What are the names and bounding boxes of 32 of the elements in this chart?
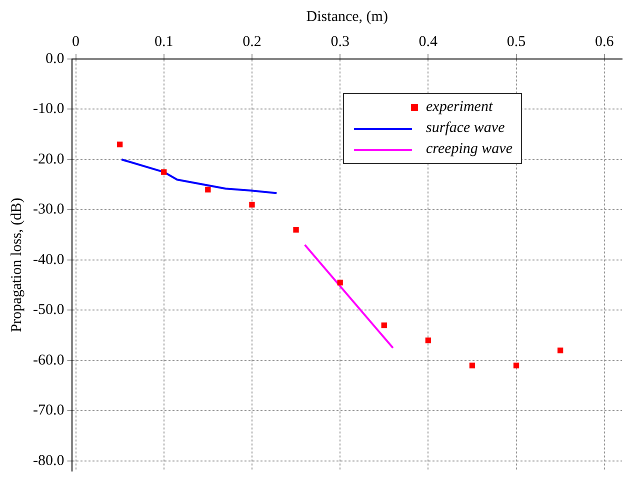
x-tick-label: 0.3 bbox=[330, 34, 350, 50]
x-axis-title: Distance, (m) bbox=[306, 8, 388, 25]
point bbox=[558, 348, 564, 354]
point bbox=[293, 227, 299, 233]
y-tick-label: -50.0 bbox=[32, 302, 64, 318]
point bbox=[116, 142, 123, 148]
point bbox=[205, 186, 211, 192]
y-tick-label: -10.0 bbox=[32, 101, 64, 118]
point bbox=[469, 362, 476, 368]
point bbox=[161, 169, 167, 175]
point bbox=[513, 362, 520, 368]
y-tick-label: -70.0 bbox=[32, 402, 64, 419]
y-axis-title: Propagation loss, (dB) bbox=[8, 198, 25, 332]
point bbox=[249, 202, 255, 208]
point bbox=[425, 338, 432, 344]
y-tick-label: -30.0 bbox=[32, 202, 64, 218]
y-tick-label: -40.0 bbox=[32, 252, 64, 268]
legend-label: creeping wave bbox=[426, 141, 512, 158]
x-tick-label: 0 bbox=[72, 34, 80, 50]
x-tick-label: 0.1 bbox=[154, 34, 174, 50]
x-tick-label: 0.4 bbox=[418, 34, 438, 50]
x-tick-label: 0.5 bbox=[506, 34, 526, 50]
x-tick-label: 0.6 bbox=[595, 34, 614, 50]
x-tick-label: 0.2 bbox=[242, 34, 262, 50]
point bbox=[337, 280, 343, 286]
point bbox=[381, 322, 387, 328]
y-tick-label: -60.0 bbox=[32, 352, 64, 368]
y-tick-label: -80.0 bbox=[32, 452, 64, 469]
y-tick-label: -20.0 bbox=[32, 151, 64, 168]
y-tick-label: 0.0 bbox=[45, 50, 64, 67]
legend-label: experiment bbox=[426, 99, 493, 116]
legend-label: surface wave bbox=[426, 120, 505, 137]
